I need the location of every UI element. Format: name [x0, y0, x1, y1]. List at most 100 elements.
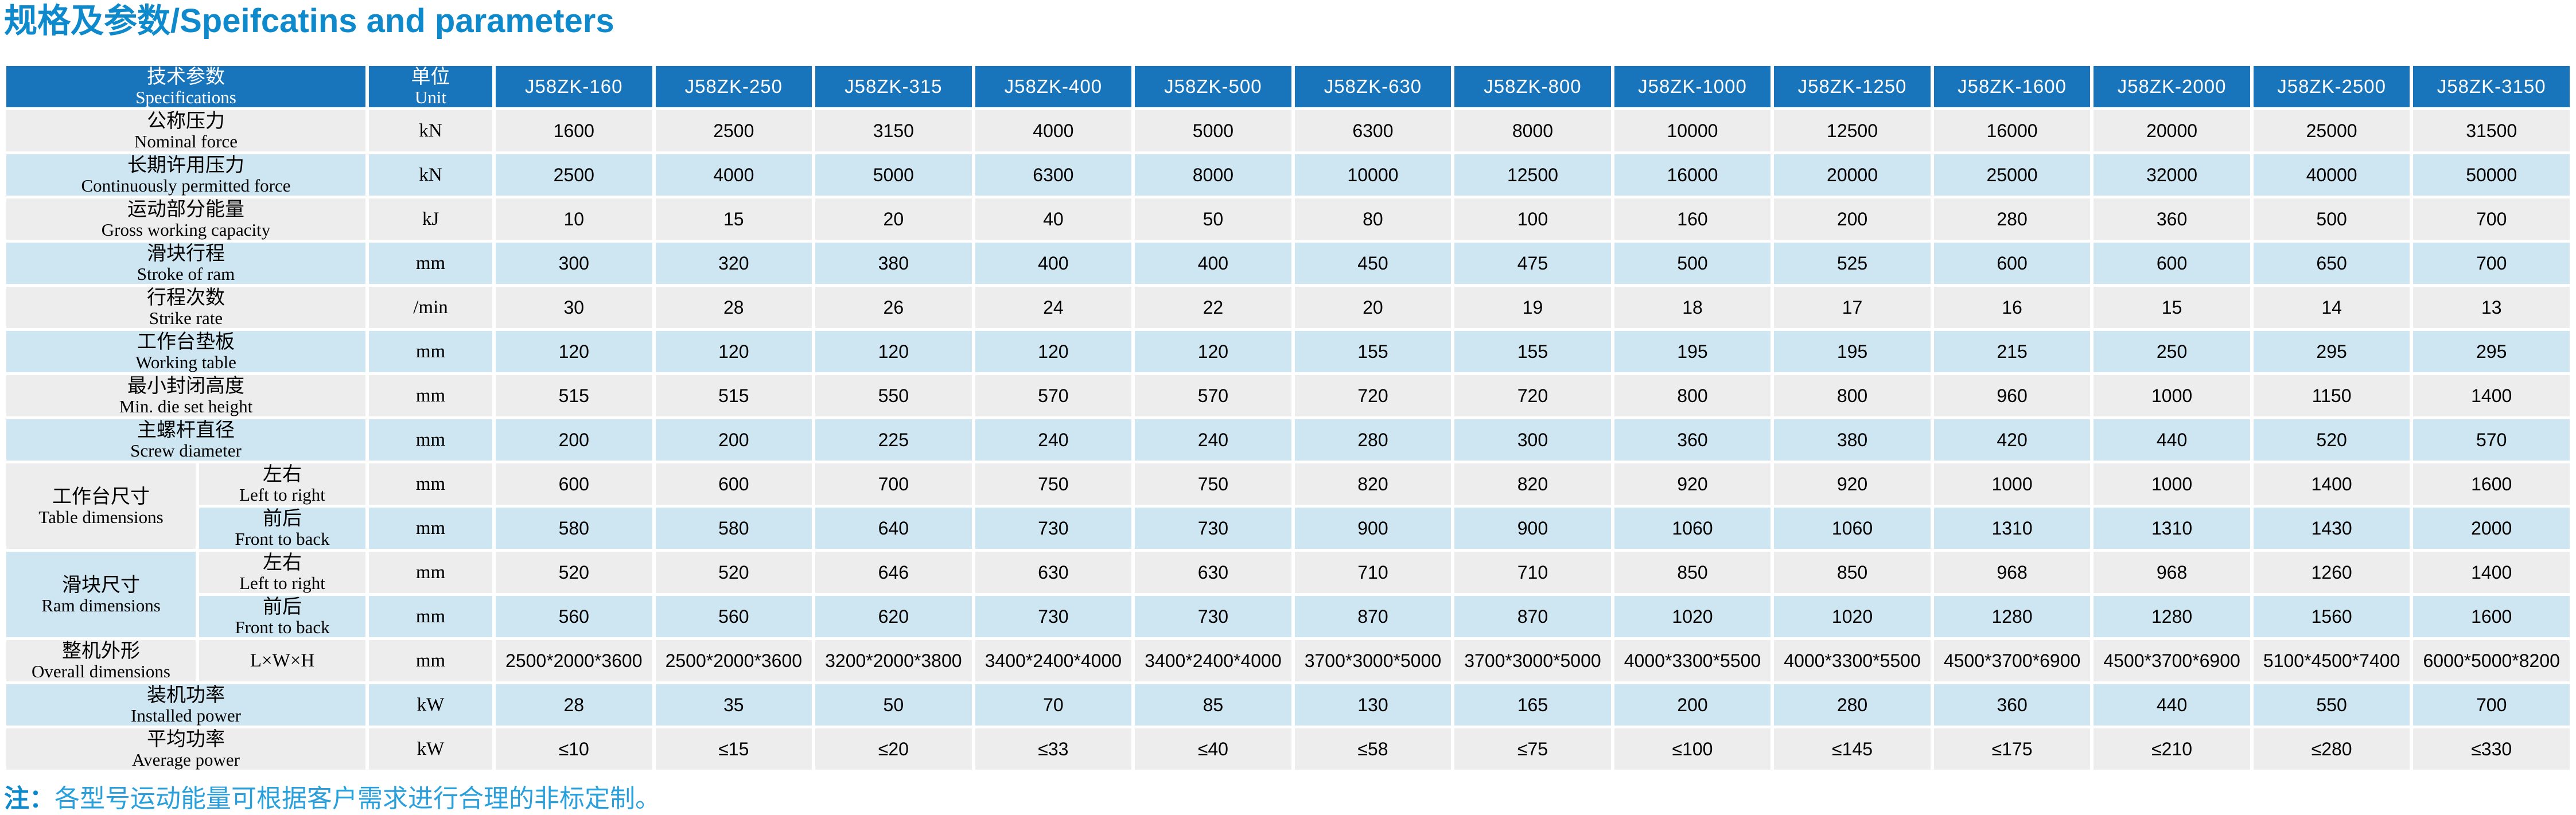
value-cell: 920	[1614, 463, 1771, 505]
value-cell: 710	[1454, 552, 1611, 593]
value-cell: 2500	[655, 110, 812, 151]
value-cell: 440	[2094, 419, 2250, 461]
value-cell: 1260	[2253, 552, 2410, 593]
value-cell: 1020	[1614, 596, 1771, 637]
value-cell: 700	[2413, 198, 2570, 240]
value-cell: 3400*2400*4000	[975, 640, 1132, 681]
value-cell: 40000	[2253, 154, 2410, 196]
value-cell: 3150	[815, 110, 972, 151]
value-cell: 640	[815, 508, 972, 549]
value-cell: 200	[496, 419, 652, 461]
value-cell: 1000	[2094, 375, 2250, 416]
value-cell: 4000*3300*5500	[1614, 640, 1771, 681]
footnote-text: 各型号运动能量可根据客户需求进行合理的非标定制。	[55, 785, 660, 813]
value-cell: 240	[975, 419, 1132, 461]
value-cell: 360	[1614, 419, 1771, 461]
value-cell: 5100*4500*7400	[2253, 640, 2410, 681]
table-row: 运动部分能量 Gross working capacity kJ 10 15 20 40 50…	[6, 198, 2570, 240]
value-cell: 28	[496, 684, 652, 726]
value-cell: 2000	[2413, 508, 2570, 549]
row-label: 行程次数 Strike rate	[6, 287, 365, 328]
unit-cell: kN	[369, 154, 492, 196]
value-cell: 440	[2094, 684, 2250, 726]
value-cell: 19	[1454, 287, 1611, 328]
value-cell: ≤20	[815, 728, 972, 770]
spec-header-en: Specifications	[135, 87, 236, 107]
value-cell: 1600	[496, 110, 652, 151]
row-label: 运动部分能量 Gross working capacity	[6, 198, 365, 240]
value-cell: 710	[1294, 552, 1452, 593]
value-cell: 200	[655, 419, 812, 461]
value-cell: 500	[2253, 198, 2410, 240]
value-cell: 195	[1614, 331, 1771, 372]
unit-cell: mm	[369, 596, 492, 637]
footnote: 注：各型号运动能量可根据客户需求进行合理的非标定制。	[4, 783, 2573, 815]
value-cell: 700	[815, 463, 972, 505]
specifications-table: 技术参数 Specifications 单位 Unit J58ZK-160 J58…	[3, 63, 2573, 773]
value-cell: 560	[655, 596, 812, 637]
row-sublabel: 前后 Front to back	[199, 596, 365, 637]
value-cell: 800	[1614, 375, 1771, 416]
value-cell: 35	[655, 684, 812, 726]
row-sublabel: 左右 Left to right	[199, 552, 365, 593]
value-cell: 195	[1774, 331, 1931, 372]
table-row: 前后 Front to back mm 580 580 640 730 730 900 900 10…	[6, 508, 2570, 549]
model-header: J58ZK-315	[815, 66, 972, 107]
value-cell: 968	[2094, 552, 2250, 593]
table-row: 装机功率 Installed power kW 28 35 50 70 85 130 165 200…	[6, 684, 2570, 726]
value-cell: 320	[655, 243, 812, 284]
value-cell: 968	[1933, 552, 2091, 593]
value-cell: 18	[1614, 287, 1771, 328]
row-sublabel: 前后 Front to back	[199, 508, 365, 549]
value-cell: 130	[1294, 684, 1452, 726]
value-cell: 20000	[2094, 110, 2250, 151]
value-cell: 600	[1933, 243, 2091, 284]
value-cell: 295	[2253, 331, 2410, 372]
value-cell: 900	[1294, 508, 1452, 549]
value-cell: 50	[815, 684, 972, 726]
value-cell: 630	[1135, 552, 1291, 593]
table-row: 滑块尺寸 Ram dimensions 左右 Left to right mm 520 52…	[6, 552, 2570, 637]
model-header: J58ZK-500	[1135, 66, 1291, 107]
value-cell: 3400*2400*4000	[1135, 640, 1291, 681]
value-cell: 32000	[2094, 154, 2250, 196]
value-cell: 120	[655, 331, 812, 372]
table-row: 主螺杆直径 Screw diameter mm 200 200 225 240 240 280 3…	[6, 419, 2570, 461]
value-cell: ≤210	[2094, 728, 2250, 770]
model-header: J58ZK-1250	[1774, 66, 1931, 107]
value-cell: 16000	[1933, 110, 2091, 151]
value-cell: 550	[2253, 684, 2410, 726]
unit-header: 单位 Unit	[369, 66, 492, 107]
row-label: 装机功率 Installed power	[6, 684, 365, 726]
value-cell: 730	[975, 508, 1132, 549]
value-cell: 6300	[975, 154, 1132, 196]
value-cell: 295	[2413, 331, 2570, 372]
value-cell: 400	[1135, 243, 1291, 284]
value-cell: 10000	[1294, 154, 1452, 196]
value-cell: ≤10	[496, 728, 652, 770]
value-cell: 120	[815, 331, 972, 372]
value-cell: 4000*3300*5500	[1774, 640, 1931, 681]
page-title: 规格及参数/Speifcatins and parameters	[4, 2, 614, 40]
value-cell: ≤33	[975, 728, 1132, 770]
value-cell: 280	[1933, 198, 2091, 240]
value-cell: 28	[655, 287, 812, 328]
value-cell: 31500	[2413, 110, 2570, 151]
value-cell: 730	[1135, 596, 1291, 637]
value-cell: 200	[1774, 198, 1931, 240]
row-label: 公称压力 Nominal force	[6, 110, 365, 151]
value-cell: 3700*3000*5000	[1294, 640, 1452, 681]
unit-header-zh: 单位	[411, 66, 450, 88]
value-cell: 155	[1454, 331, 1611, 372]
value-cell: 20	[815, 198, 972, 240]
value-cell: 520	[496, 552, 652, 593]
value-cell: 15	[2094, 287, 2250, 328]
model-header: J58ZK-2000	[2094, 66, 2250, 107]
value-cell: 960	[1933, 375, 2091, 416]
value-cell: ≤100	[1614, 728, 1771, 770]
value-cell: 360	[1933, 684, 2091, 726]
value-cell: 630	[975, 552, 1132, 593]
value-cell: 4500*3700*6900	[1933, 640, 2091, 681]
value-cell: 1060	[1614, 508, 1771, 549]
value-cell: 515	[655, 375, 812, 416]
